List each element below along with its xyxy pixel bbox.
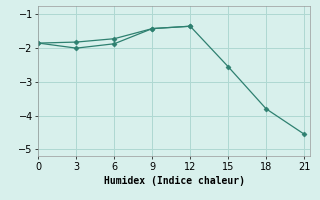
X-axis label: Humidex (Indice chaleur): Humidex (Indice chaleur): [104, 176, 245, 186]
